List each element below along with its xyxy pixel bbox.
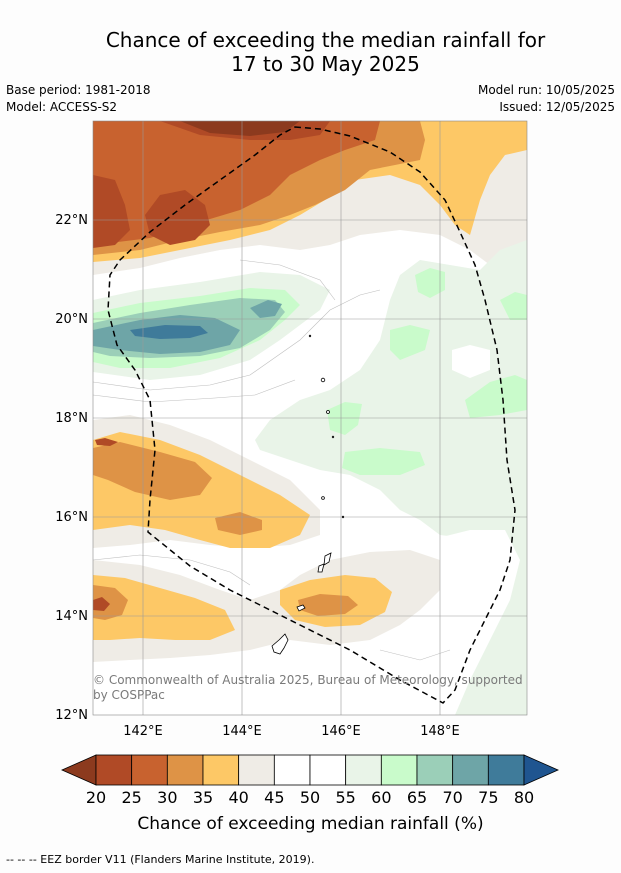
colorbar-extend-high: [523, 754, 559, 786]
title-line-1: Chance of exceeding the median rainfall …: [105, 28, 546, 52]
copyright-line-1: © Commonwealth of Australia 2025, Bureau…: [93, 673, 523, 687]
field-25-south-2: [93, 597, 110, 611]
lat-label: 14°N: [55, 609, 88, 624]
colorbar-tick-label: 25: [121, 788, 141, 807]
meta-right: Model run: 10/05/2025 Issued: 12/05/2025: [478, 82, 615, 116]
colorbar-tick-label: 40: [228, 788, 248, 807]
lat-label: 16°N: [55, 510, 88, 525]
copyright-line-2: by COSPPac: [93, 688, 165, 702]
model-name: Model: ACCESS-S2: [6, 100, 118, 114]
field-25-south-1: [95, 438, 118, 446]
lat-label: 20°N: [55, 312, 88, 327]
lon-label: 146°E: [321, 724, 361, 739]
chart-title: Chance of exceeding the median rainfall …: [0, 28, 621, 76]
rainfall-map: © Commonwealth of Australia 2025, Bureau…: [55, 120, 528, 739]
field-60-east-2: [390, 325, 430, 360]
rota-island: [296, 604, 306, 612]
colorbar-cell: [202, 754, 240, 786]
colorbar-cell: [416, 754, 454, 786]
map-fields: © Commonwealth of Australia 2025, Bureau…: [93, 121, 527, 715]
title-line-2: 17 to 30 May 2025: [231, 52, 420, 76]
issued-date: Issued: 12/05/2025: [499, 100, 615, 114]
colorbar-tick-label: 45: [264, 788, 284, 807]
lat-label: 18°N: [55, 411, 88, 426]
latitude-labels: 22°N 20°N 18°N 16°N 14°N 12°N: [55, 213, 88, 723]
colorbar-cells: [61, 754, 559, 786]
colorbar-extend-low: [61, 754, 97, 786]
map-frame: [92, 120, 528, 716]
longitude-labels: 142°E 144°E 146°E 148°E: [123, 724, 460, 739]
lon-label: 144°E: [222, 724, 262, 739]
colorbar-tick-label: 35: [193, 788, 213, 807]
field-40-south-2: [93, 575, 392, 640]
field-60-east-1: [415, 268, 445, 298]
colorbar-tick-label: 55: [335, 788, 355, 807]
colorbar-tick-label: 30: [157, 788, 177, 807]
colorbar-cell: [487, 754, 525, 786]
model-run: Model run: 10/05/2025: [477, 83, 615, 97]
grid-lines: [93, 121, 527, 715]
colorbar-tick-label: 50: [300, 788, 320, 807]
lon-label: 148°E: [420, 724, 460, 739]
field-25-north: [93, 121, 330, 248]
field-60-east-4: [342, 448, 425, 475]
field-20-north: [180, 121, 300, 136]
colorbar-tick-label: 20: [86, 788, 106, 807]
eez-legend: -- -- -- EEZ border V11 (Flanders Marine…: [6, 853, 315, 866]
field-35-south-4: [93, 585, 128, 620]
field-50-east-strip: [420, 530, 520, 715]
lon-label: 142°E: [123, 724, 163, 739]
colorbar-tick-label: 80: [514, 788, 534, 807]
colorbar-label: Chance of exceeding median rainfall (%): [137, 814, 484, 834]
eez-border-line: [107, 126, 516, 704]
colorbar-tick-label: 75: [478, 788, 498, 807]
colorbar-cell: [452, 754, 489, 786]
field-60-east-6: [500, 292, 527, 320]
colorbar-ticks: 20 25 30 35 40 45 50 55 60 65 70 75 80: [86, 788, 534, 807]
colorbar-cell: [131, 754, 168, 786]
colorbar-cell: [273, 754, 311, 786]
field-35-south-3: [298, 594, 358, 616]
tinian-island: [317, 563, 325, 573]
field-50-east-hole: [452, 345, 490, 378]
colorbar-tick-label: 70: [442, 788, 462, 807]
island-outlines: [271, 334, 345, 655]
colorbar-tick-label: 65: [407, 788, 427, 807]
field-60-east-5: [465, 375, 527, 418]
lat-label: 12°N: [55, 708, 88, 723]
field-60-east-3: [327, 402, 362, 435]
saipan-island: [323, 552, 332, 566]
colorbar-cell: [238, 754, 275, 786]
lat-label: 22°N: [55, 213, 88, 228]
guam-island: [271, 633, 289, 655]
colorbar: 20 25 30 35 40 45 50 55 60 65 70 75 80: [61, 754, 559, 807]
field-75-band: [130, 325, 208, 339]
colorbar-tick-label: 60: [371, 788, 391, 807]
base-period: Base period: 1981-2018: [6, 83, 151, 97]
colorbar-cell: [380, 754, 418, 786]
field-35-south-2: [215, 512, 262, 535]
colorbar-cell: [309, 754, 347, 786]
colorbar-cell: [95, 754, 133, 786]
colorbar-cell: [166, 754, 204, 786]
contour-lines: [93, 259, 451, 661]
colorbar-cell: [345, 754, 382, 786]
meta-left: Base period: 1981-2018 Model: ACCESS-S2: [6, 82, 151, 116]
